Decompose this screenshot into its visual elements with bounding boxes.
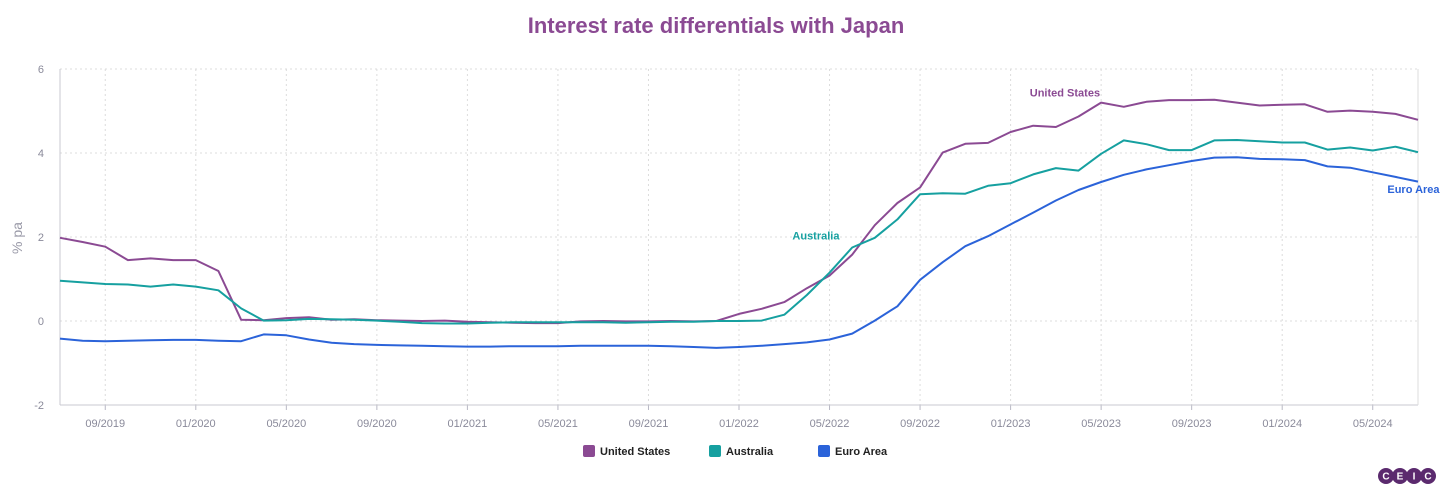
legend-item-australia[interactable]: Australia	[709, 445, 774, 458]
x-tick-label: 05/2023	[1081, 418, 1121, 430]
x-tick-label: 05/2020	[266, 418, 306, 430]
series-labels: United States Australia Euro Area	[792, 87, 1440, 242]
axes: % pa -2 0 2 4 6 09/2019 01/2020 05/2020 09/2020 0…	[9, 64, 1419, 430]
x-tick-label: 09/2023	[1172, 418, 1212, 430]
x-tick-label: 01/2022	[719, 418, 759, 430]
y-axis-label: % pa	[9, 222, 25, 254]
series-line-australia[interactable]	[59, 139, 1419, 325]
logo-letter: C	[1382, 472, 1389, 483]
y-tick-label: 0	[38, 316, 44, 328]
legend-swatch-united-states	[583, 445, 595, 457]
x-tick-label: 01/2020	[176, 418, 216, 430]
logo-circle	[1406, 468, 1422, 484]
x-tick-label: 05/2024	[1353, 418, 1393, 430]
x-tick-label: 09/2021	[629, 418, 669, 430]
legend-swatch-euro-area	[818, 445, 830, 457]
y-tick-label: 6	[38, 64, 44, 76]
chart-title: Interest rate differentials with Japan	[528, 13, 905, 38]
series-label-euro-area: Euro Area	[1387, 184, 1440, 196]
logo-letter: E	[1397, 472, 1404, 483]
grid	[60, 68, 1418, 406]
legend-item-euro-area[interactable]: Euro Area	[818, 445, 888, 458]
y-tick-label: 2	[38, 232, 44, 244]
series-label-australia: Australia	[792, 231, 840, 243]
y-tick-label: 4	[38, 148, 44, 160]
series-label-united-states: United States	[1030, 87, 1100, 99]
x-tick-label: 01/2024	[1262, 418, 1302, 430]
legend: United States Australia Euro Area	[583, 445, 888, 458]
logo-circle	[1392, 468, 1408, 484]
x-tick-label: 09/2019	[85, 418, 125, 430]
logo-letter: C	[1424, 472, 1431, 483]
logo-circle	[1378, 468, 1394, 484]
x-tick-label: 05/2021	[538, 418, 578, 430]
y-tick-label: -2	[34, 400, 44, 412]
logo-circle	[1420, 468, 1436, 484]
series-line-euro-area[interactable]	[59, 156, 1419, 349]
x-tick-label: 05/2022	[810, 418, 850, 430]
series-line-united-states[interactable]	[59, 98, 1419, 325]
legend-label-united-states: United States	[600, 446, 670, 458]
legend-label-euro-area: Euro Area	[835, 446, 888, 458]
logo-letter: I	[1413, 472, 1416, 483]
legend-item-united-states[interactable]: United States	[583, 445, 670, 458]
legend-swatch-australia	[709, 445, 721, 457]
series-lines	[59, 98, 1419, 349]
x-tick-label: 01/2023	[991, 418, 1031, 430]
legend-label-australia: Australia	[726, 446, 774, 458]
x-tick-label: 09/2020	[357, 418, 397, 430]
x-tick-label: 01/2021	[448, 418, 488, 430]
x-tick-label: 09/2022	[900, 418, 940, 430]
